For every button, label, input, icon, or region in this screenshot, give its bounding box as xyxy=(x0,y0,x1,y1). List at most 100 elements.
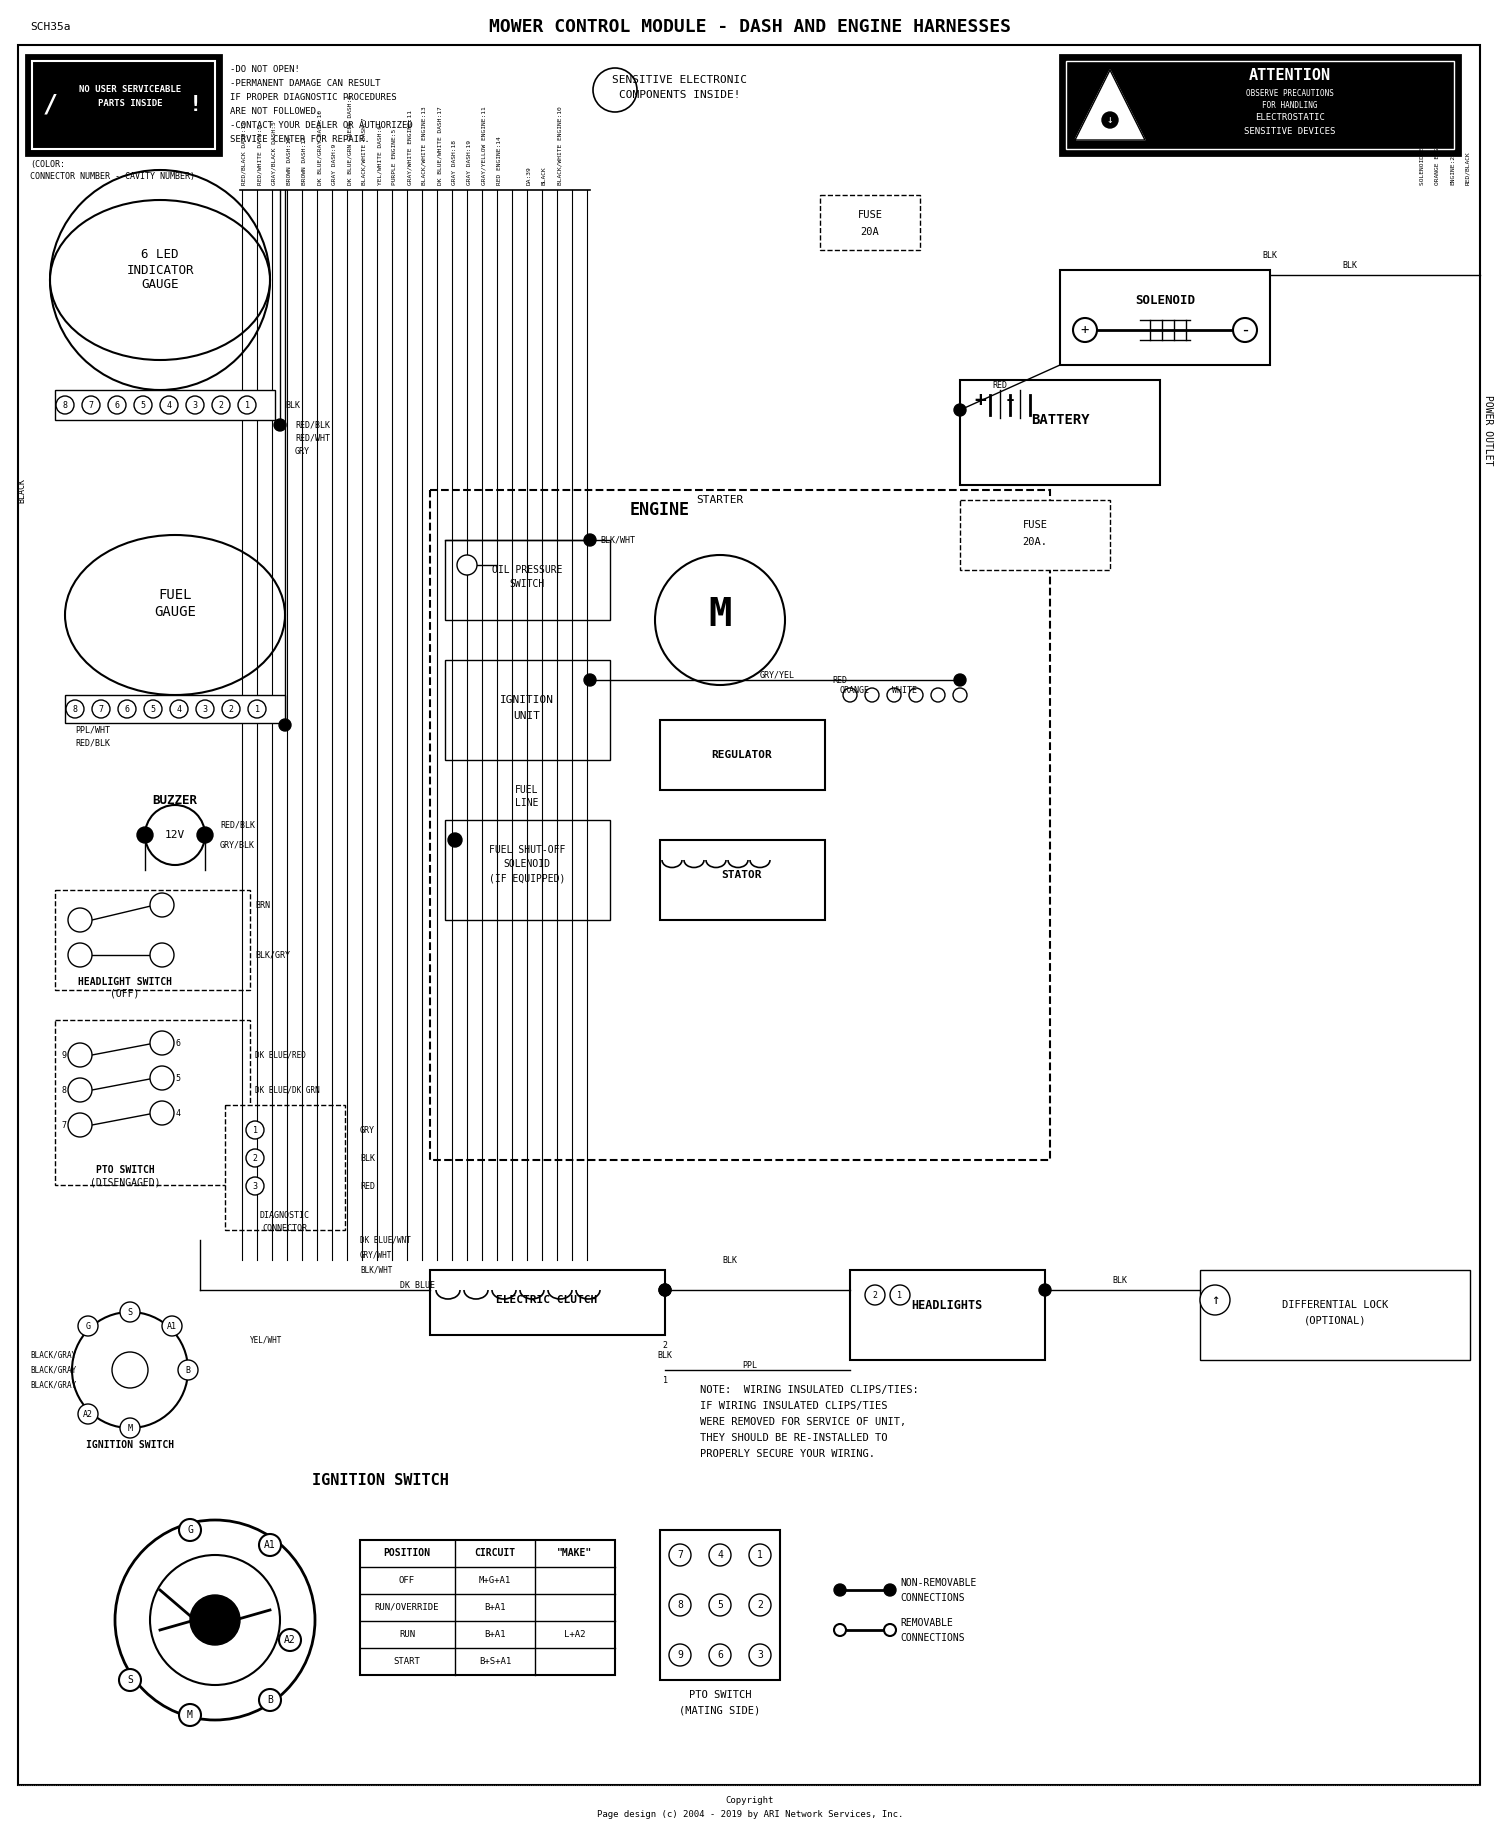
Text: -PERMANENT DAMAGE CAN RESULT: -PERMANENT DAMAGE CAN RESULT xyxy=(230,79,381,88)
Text: INDICATOR: INDICATOR xyxy=(126,264,194,277)
Text: BLACK/WHITE ENGINE:13: BLACK/WHITE ENGINE:13 xyxy=(422,106,428,185)
Circle shape xyxy=(748,1595,771,1617)
Text: BLACK/WHITE DASH:7: BLACK/WHITE DASH:7 xyxy=(362,117,368,185)
Text: 7: 7 xyxy=(62,1121,66,1130)
Text: 4: 4 xyxy=(166,400,171,409)
Text: 8: 8 xyxy=(63,400,68,409)
Text: PURPLE ENGINE:5: PURPLE ENGINE:5 xyxy=(392,128,398,185)
Text: G: G xyxy=(188,1525,194,1536)
Text: Page design (c) 2004 - 2019 by ARI Network Services, Inc.: Page design (c) 2004 - 2019 by ARI Netwo… xyxy=(597,1809,903,1818)
Text: REMOVABLE: REMOVABLE xyxy=(900,1618,952,1628)
Text: 2: 2 xyxy=(758,1600,764,1609)
Text: 6: 6 xyxy=(124,705,129,714)
Text: 20A: 20A xyxy=(861,228,879,237)
Circle shape xyxy=(150,1101,174,1125)
Circle shape xyxy=(150,1554,280,1685)
Text: MOWER CONTROL MODULE - DASH AND ENGINE HARNESSES: MOWER CONTROL MODULE - DASH AND ENGINE H… xyxy=(489,18,1011,37)
Text: 20A.: 20A. xyxy=(1023,538,1047,547)
Text: L+A2: L+A2 xyxy=(564,1629,585,1639)
Text: A2: A2 xyxy=(82,1409,93,1418)
Circle shape xyxy=(211,396,230,415)
Text: GRAY/YELLOW ENGINE:11: GRAY/YELLOW ENGINE:11 xyxy=(482,106,488,185)
Text: ELECTRIC CLUTCH: ELECTRIC CLUTCH xyxy=(496,1296,597,1305)
Circle shape xyxy=(68,1077,92,1103)
Text: FUEL: FUEL xyxy=(516,785,538,795)
Circle shape xyxy=(865,1284,885,1305)
Circle shape xyxy=(248,699,266,717)
Circle shape xyxy=(1102,112,1118,128)
Text: 4: 4 xyxy=(717,1551,723,1560)
Circle shape xyxy=(170,699,188,717)
Text: +: + xyxy=(1082,323,1089,338)
Text: BLACK/GRAY: BLACK/GRAY xyxy=(30,1365,76,1374)
Text: 3: 3 xyxy=(758,1650,764,1661)
Text: M+G+A1: M+G+A1 xyxy=(478,1576,512,1584)
Circle shape xyxy=(260,1688,280,1710)
Text: 6 LED: 6 LED xyxy=(141,248,178,262)
Circle shape xyxy=(68,943,92,967)
Text: BLK: BLK xyxy=(285,400,300,409)
Text: BLACK: BLACK xyxy=(18,477,27,503)
Text: DK BLUE/WHITE DASH:17: DK BLUE/WHITE DASH:17 xyxy=(436,106,442,185)
Circle shape xyxy=(136,828,153,842)
Bar xyxy=(960,499,1110,571)
Circle shape xyxy=(884,1584,896,1596)
Text: ELECTROSTATIC: ELECTROSTATIC xyxy=(1256,112,1324,121)
Text: HEADLIGHTS: HEADLIGHTS xyxy=(912,1299,982,1312)
Text: DA:39: DA:39 xyxy=(526,167,532,185)
Text: 5: 5 xyxy=(176,1073,180,1083)
Circle shape xyxy=(669,1595,692,1617)
Circle shape xyxy=(1040,1284,1052,1296)
Text: BLK/GRY: BLK/GRY xyxy=(255,951,290,960)
Text: BLACK/GRAY: BLACK/GRAY xyxy=(30,1351,76,1360)
Text: SERVICE CENTER FOR REPAIR.: SERVICE CENTER FOR REPAIR. xyxy=(230,136,369,143)
Text: "MAKE": "MAKE" xyxy=(558,1549,592,1558)
Text: UNIT: UNIT xyxy=(513,710,540,721)
Circle shape xyxy=(50,171,270,391)
Text: COMPONENTS INSIDE!: COMPONENTS INSIDE! xyxy=(620,90,741,99)
Text: RED/BLACK DASH:19: RED/BLACK DASH:19 xyxy=(242,121,248,185)
Text: YEL/WHITE DASH:6: YEL/WHITE DASH:6 xyxy=(376,125,382,185)
Bar xyxy=(225,1105,345,1229)
Text: 2: 2 xyxy=(663,1341,668,1349)
Bar xyxy=(821,195,920,250)
Text: 4: 4 xyxy=(176,1108,180,1118)
Text: RED/WHT: RED/WHT xyxy=(296,433,330,442)
Text: ARI PartStream: ARI PartStream xyxy=(621,905,879,934)
Text: B+A1: B+A1 xyxy=(484,1629,506,1639)
Text: YEL/WHT: YEL/WHT xyxy=(251,1336,282,1345)
Text: GRAY/WHITE ENGINE:11: GRAY/WHITE ENGINE:11 xyxy=(406,110,412,185)
Circle shape xyxy=(78,1404,98,1424)
Text: BLK: BLK xyxy=(1342,261,1358,270)
Text: RED/BLACK: RED/BLACK xyxy=(1466,150,1470,185)
Text: 1: 1 xyxy=(897,1290,903,1299)
Text: RED: RED xyxy=(360,1182,375,1191)
Text: 1: 1 xyxy=(255,705,260,714)
Circle shape xyxy=(68,908,92,932)
Circle shape xyxy=(584,673,596,686)
Text: BROWN DASH:12: BROWN DASH:12 xyxy=(286,136,292,185)
Text: (IF EQUIPPED): (IF EQUIPPED) xyxy=(489,873,566,883)
Text: PTO SWITCH: PTO SWITCH xyxy=(688,1690,752,1699)
Text: WHITE: WHITE xyxy=(892,686,918,694)
Text: GRAY DASH:19: GRAY DASH:19 xyxy=(466,139,472,185)
Text: GRY: GRY xyxy=(360,1125,375,1134)
Text: GRY: GRY xyxy=(296,446,310,455)
Text: PTO SWITCH: PTO SWITCH xyxy=(96,1165,154,1174)
Text: RUN/OVERRIDE: RUN/OVERRIDE xyxy=(375,1602,440,1611)
Circle shape xyxy=(834,1584,846,1596)
Text: 9: 9 xyxy=(62,1050,66,1059)
Bar xyxy=(1200,1270,1470,1360)
Text: PPL/WHT: PPL/WHT xyxy=(75,725,109,734)
Circle shape xyxy=(952,688,968,703)
Text: (MATING SIDE): (MATING SIDE) xyxy=(680,1705,760,1716)
Text: BLK: BLK xyxy=(1263,251,1278,259)
Bar xyxy=(446,820,610,919)
Text: FUEL SHUT-OFF: FUEL SHUT-OFF xyxy=(489,844,566,855)
Text: THEY SHOULD BE RE-INSTALLED TO: THEY SHOULD BE RE-INSTALLED TO xyxy=(700,1433,888,1442)
Text: FUEL: FUEL xyxy=(159,587,192,602)
Text: 4: 4 xyxy=(177,705,182,714)
Circle shape xyxy=(118,699,136,717)
Text: 6: 6 xyxy=(176,1039,180,1048)
Text: A1: A1 xyxy=(166,1321,177,1330)
